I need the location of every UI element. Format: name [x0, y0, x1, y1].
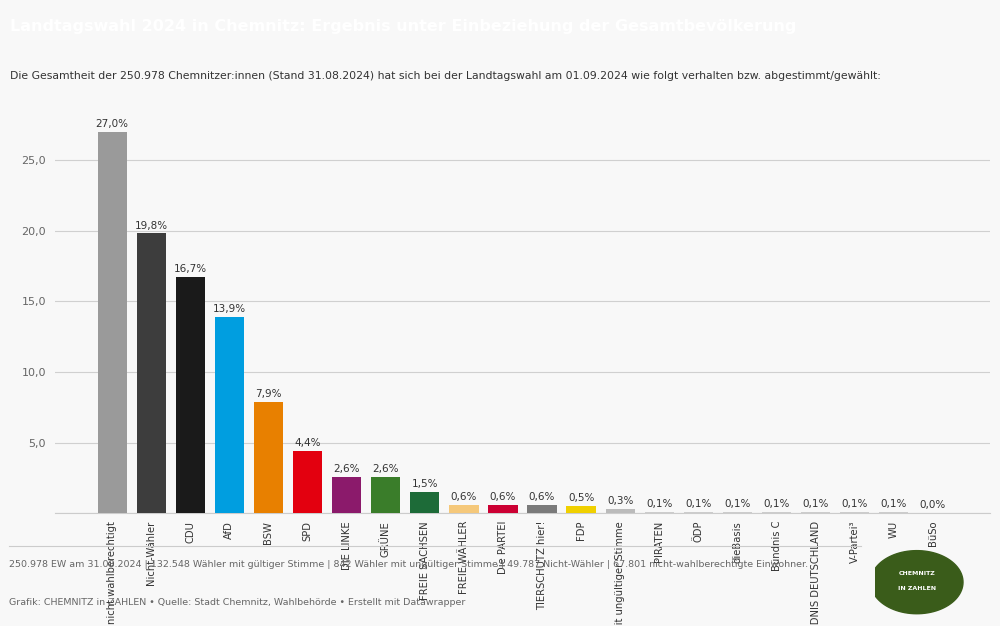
Bar	[879, 512, 908, 513]
Text: 250.978 EW am 31.08.2024 | 132.548 Wähler mit gültiger Stimme | 842 Wähler mit u: 250.978 EW am 31.08.2024 | 132.548 Wähle…	[9, 560, 808, 570]
Text: 0,1%: 0,1%	[724, 499, 751, 509]
Text: 0,1%: 0,1%	[685, 499, 712, 509]
Bar	[488, 505, 518, 513]
Bar	[527, 505, 557, 513]
Text: 2,6%: 2,6%	[372, 464, 399, 474]
Bar	[684, 512, 713, 513]
Bar	[762, 512, 791, 513]
Bar	[606, 509, 635, 513]
Bar	[723, 512, 752, 513]
Text: 16,7%: 16,7%	[174, 264, 207, 274]
Text: 2,6%: 2,6%	[333, 464, 360, 474]
Bar	[254, 402, 283, 513]
Text: 0,1%: 0,1%	[646, 499, 672, 509]
Text: 0,6%: 0,6%	[490, 492, 516, 502]
Text: 13,9%: 13,9%	[213, 304, 246, 314]
Text: 0,1%: 0,1%	[802, 499, 829, 509]
Text: 0,3%: 0,3%	[607, 496, 633, 506]
Bar	[215, 317, 244, 513]
Bar	[410, 492, 439, 513]
Bar	[98, 131, 127, 513]
Text: 0,1%: 0,1%	[881, 499, 907, 509]
Text: 0,1%: 0,1%	[763, 499, 790, 509]
Text: 0,5%: 0,5%	[568, 493, 594, 503]
Bar	[449, 505, 479, 513]
Bar	[566, 506, 596, 513]
Polygon shape	[871, 551, 963, 613]
Bar	[371, 476, 400, 513]
Text: 0,6%: 0,6%	[529, 492, 555, 502]
Text: 0,6%: 0,6%	[451, 492, 477, 502]
Bar	[332, 476, 361, 513]
Text: 1,5%: 1,5%	[412, 480, 438, 490]
Bar	[137, 233, 166, 513]
Text: 19,8%: 19,8%	[135, 220, 168, 230]
Text: CHEMNITZ: CHEMNITZ	[898, 571, 935, 576]
Text: IN ZAHLEN: IN ZAHLEN	[898, 586, 936, 591]
Bar	[840, 512, 869, 513]
Text: 4,4%: 4,4%	[294, 438, 321, 448]
Text: Grafik: CHEMNITZ in ZAHLEN • Quelle: Stadt Chemnitz, Wahlbehörde • Erstellt mit : Grafik: CHEMNITZ in ZAHLEN • Quelle: Sta…	[9, 598, 465, 607]
Bar	[801, 512, 830, 513]
Text: Landtagswahl 2024 in Chemnitz: Ergebnis unter Einbeziehung der Gesamtbevölkerung: Landtagswahl 2024 in Chemnitz: Ergebnis …	[10, 19, 796, 34]
Text: 0,1%: 0,1%	[841, 499, 868, 509]
Bar	[293, 451, 322, 513]
Text: 7,9%: 7,9%	[255, 389, 282, 399]
Bar	[176, 277, 205, 513]
Text: 27,0%: 27,0%	[96, 119, 129, 129]
Text: Die Gesamtheit der 250.978 Chemnitzer:innen (Stand 31.08.2024) hat sich bei der : Die Gesamtheit der 250.978 Chemnitzer:in…	[10, 71, 881, 81]
Bar	[645, 512, 674, 513]
Text: 0,0%: 0,0%	[920, 501, 946, 510]
